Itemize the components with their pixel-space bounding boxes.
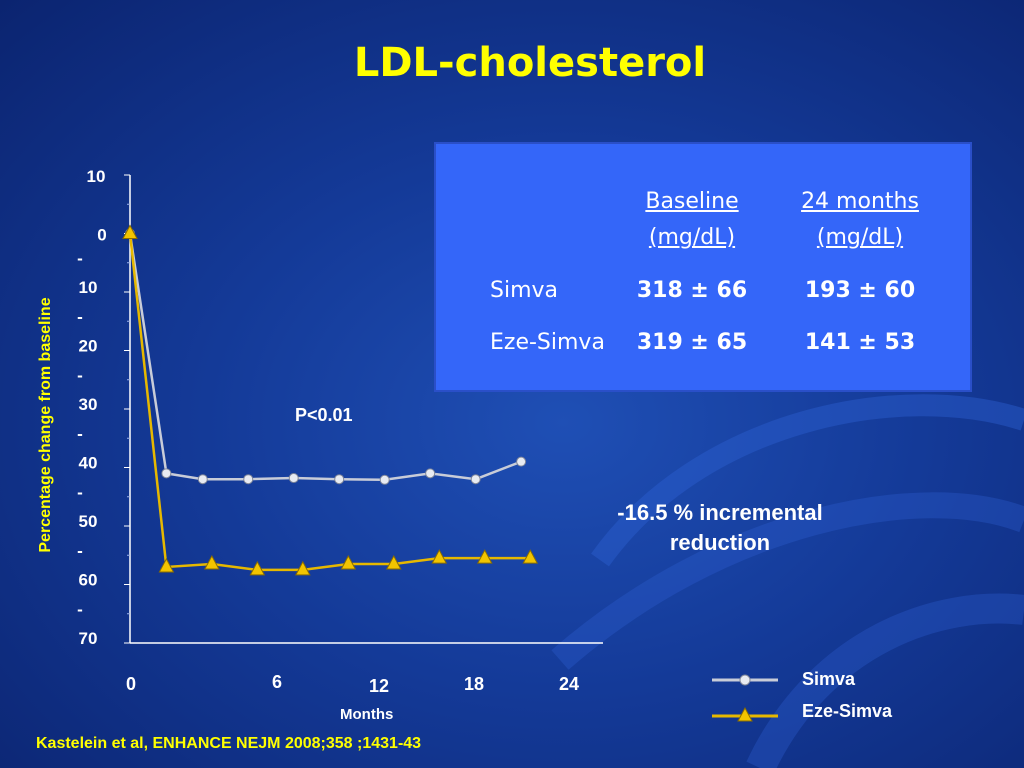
cell-eze-simva-baseline: 319 ± 65 [636,330,748,355]
data-point-simva [243,474,254,485]
x-tick-label: 6 [272,672,282,692]
chart-series [122,224,539,576]
data-point-simva [288,473,299,484]
data-point-eze-simva [158,557,175,573]
p-value-annotation: P<0.01 [295,405,353,425]
results-table: Baseline (mg/dL) 24 months (mg/dL) Simva… [434,142,972,392]
y-tick-label: 0 [97,226,106,245]
legend-label-eze-simva: Eze-Simva [802,701,893,721]
header-baseline-line2: (mg/dL) [648,225,736,250]
slide-title: LDL-cholesterol [353,40,707,86]
data-point-eze-simva [122,224,138,239]
y-tick-label: -40 [77,425,97,473]
row-label-simva: Simva [490,278,559,303]
y-tick-label: -30 [77,366,97,414]
data-point-eze-simva [340,554,357,570]
x-tick-label: 0 [126,674,136,694]
x-tick-label: 12 [369,676,389,696]
data-point-eze-simva [522,549,539,564]
data-point-eze-simva [294,560,311,576]
legend-marker-eze-simva [737,706,753,722]
x-tick-labels: 0 6 12 18 24 [126,672,579,696]
data-point-eze-simva [204,554,220,570]
data-point-simva [379,474,390,485]
cell-simva-baseline: 318 ± 66 [636,278,748,303]
y-tick-label: -60 [77,542,97,590]
y-tick-label: 10 [87,167,106,186]
x-tick-label: 18 [464,674,484,694]
data-point-simva [425,468,436,479]
y-tick-label: -20 [77,308,97,356]
x-axis-label: Months [340,706,394,723]
series-line-eze-simva [128,233,531,572]
data-point-simva [334,474,345,485]
chart-axes [124,174,603,644]
y-tick-labels: 10 0-10 -20 -30 -40 -50 -60 -70 [77,167,107,648]
header-baseline-line1: Baseline [645,189,739,214]
data-point-eze-simva [476,549,493,564]
reduction-annotation: -16.5 % incremental reduction [590,500,850,556]
header-24months-line2: (mg/dL) [816,225,904,250]
header-24months-line1: 24 months [801,189,919,214]
data-point-eze-simva [249,560,266,576]
data-point-simva [197,474,208,485]
cell-eze-simva-24months: 141 ± 53 [804,330,916,355]
data-point-eze-simva [385,554,402,570]
header-baseline: Baseline (mg/dL) [612,184,772,256]
y-tick-label: -70 [77,600,97,648]
legend-marker-simva [739,674,751,686]
chart-legend [712,674,778,722]
series-line-simva [128,233,522,482]
data-point-simva [470,474,481,485]
y-tick-label: -10 [77,249,97,297]
data-point-eze-simva [431,549,448,564]
legend-label-simva: Simva [802,669,856,689]
x-tick-label: 24 [559,674,579,694]
data-point-simva [161,468,172,479]
citation: Kastelein et al, ENHANCE NEJM 2008;358 ;… [36,735,422,752]
cell-simva-24months: 193 ± 60 [804,278,916,303]
reduction-annotation-line2: reduction [669,530,771,555]
data-point-simva [516,456,527,467]
y-tick-label: -50 [77,483,97,531]
header-24months: 24 months (mg/dL) [780,184,940,256]
row-label-eze-simva: Eze-Simva [490,330,605,355]
reduction-annotation-line1: -16.5 % incremental [617,500,823,525]
